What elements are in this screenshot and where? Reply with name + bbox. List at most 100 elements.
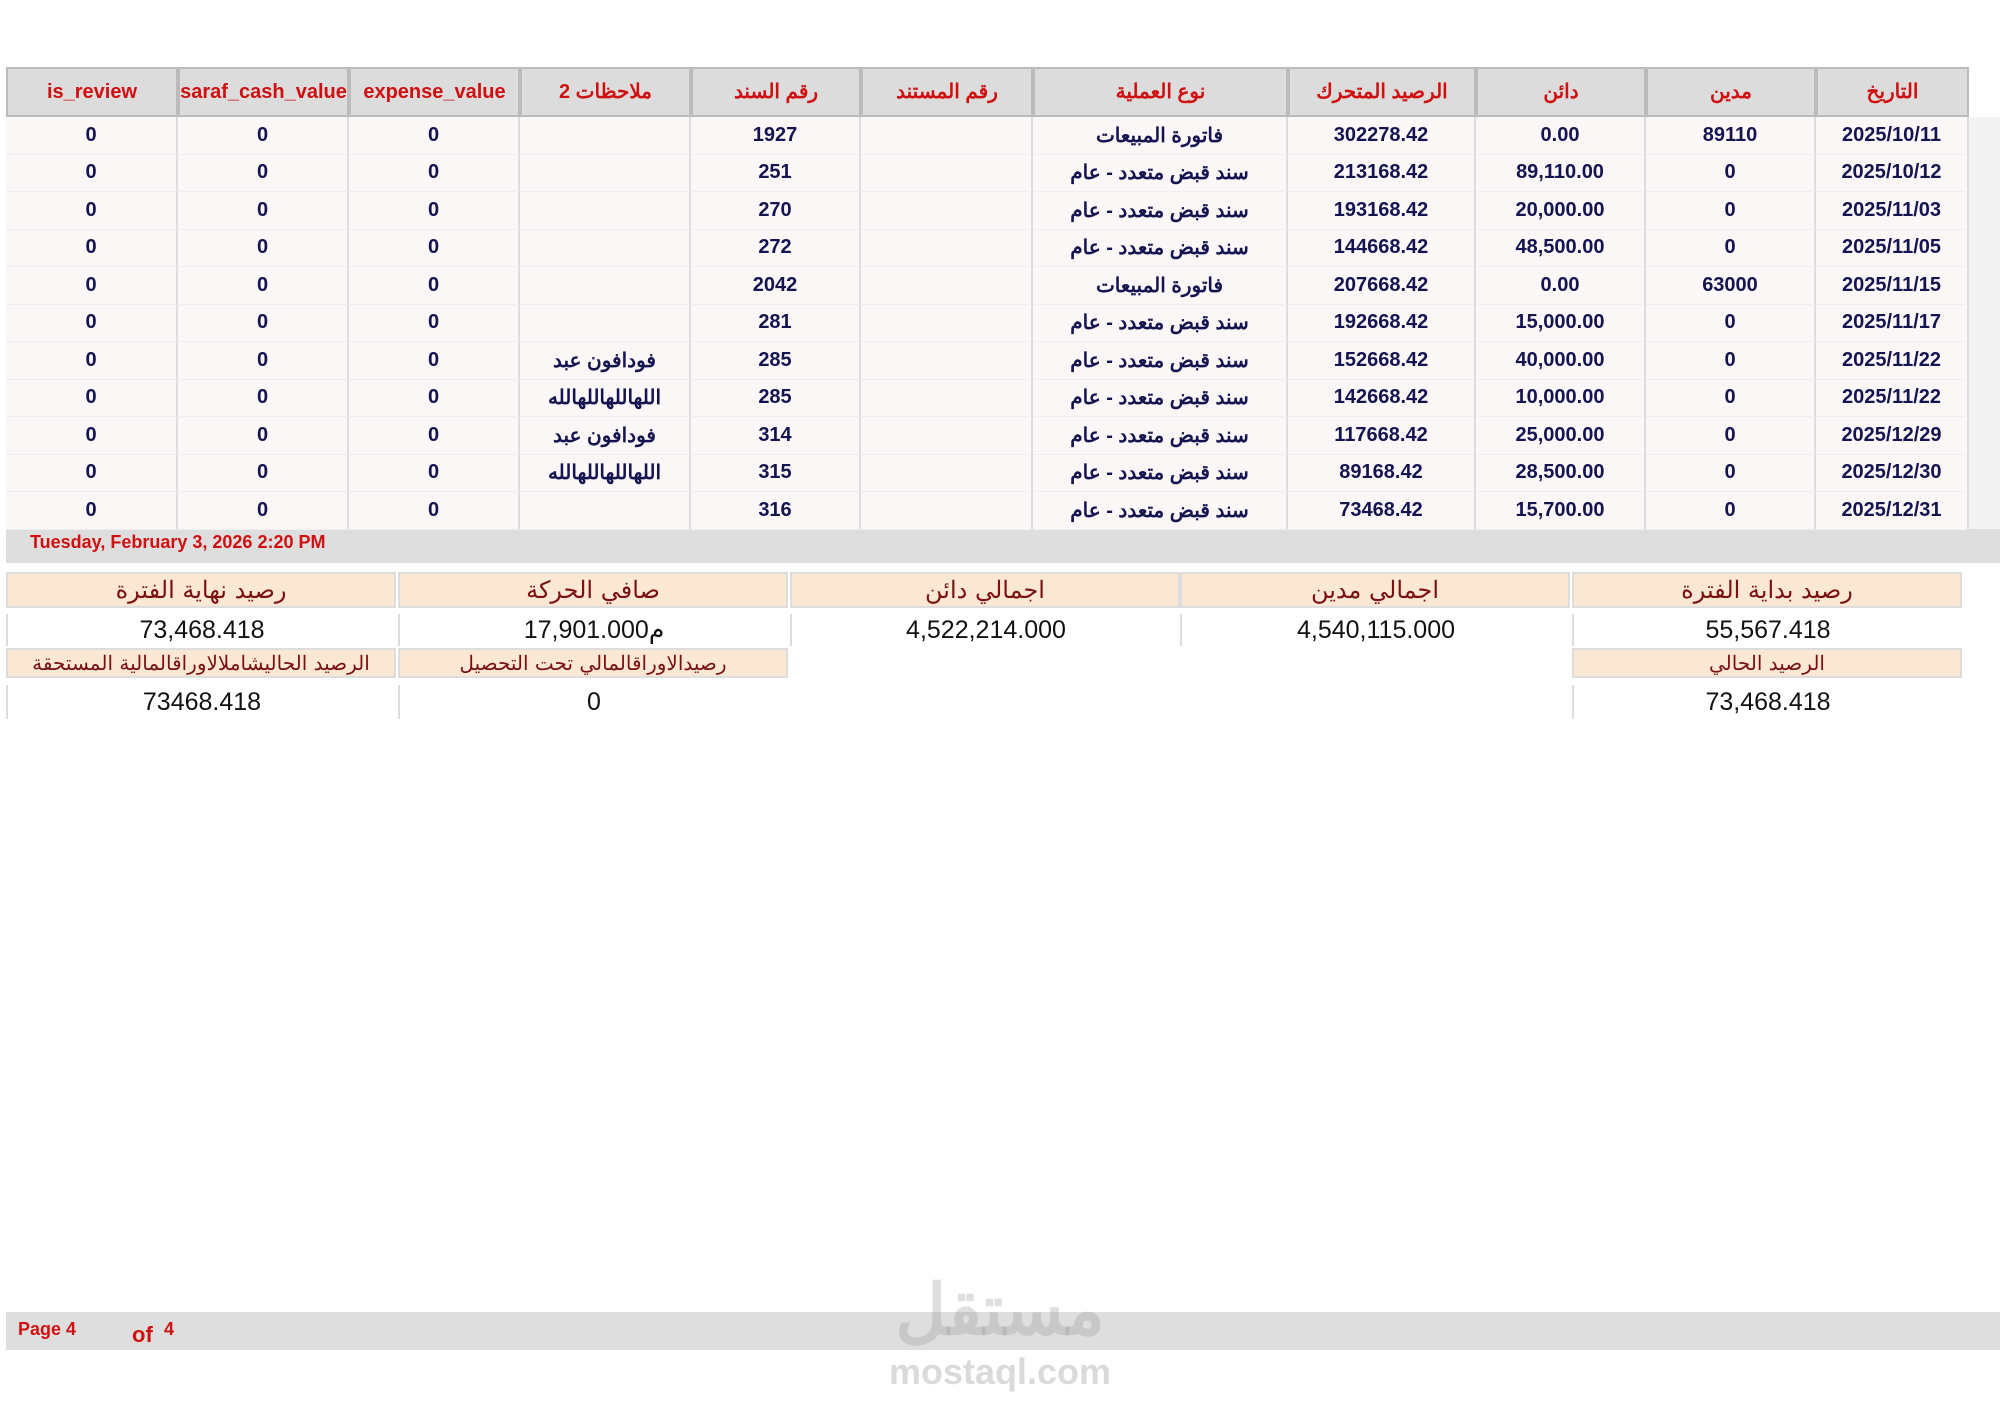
cell: 0 [349, 117, 520, 155]
cell: سند قبض متعدد - عام [1033, 229, 1288, 267]
watermark-site: mostaql.com [888, 1351, 1112, 1392]
column-header: رقم المستند [861, 67, 1033, 117]
cell: 281 [691, 304, 861, 342]
summary-value: 4,540,115.000 [1180, 614, 1570, 646]
cell: 0 [1646, 229, 1816, 267]
cell [861, 192, 1033, 230]
cell: 0 [178, 304, 349, 342]
cell: 2025/12/29 [1816, 417, 1969, 455]
cell: 302278.42 [1288, 117, 1476, 155]
cell: 251 [691, 154, 861, 192]
cell: 28,500.00 [1476, 454, 1646, 492]
column-header: مدين [1646, 67, 1816, 117]
cell: 0 [178, 267, 349, 305]
extra-value: 73468.418 [6, 685, 396, 719]
cell: 0 [6, 117, 178, 155]
cell [520, 229, 691, 267]
printed-at: Tuesday, February 3, 2026 2:20 PM [30, 531, 326, 552]
cell [861, 229, 1033, 267]
cell: 0 [1646, 492, 1816, 530]
cell: 89,110.00 [1476, 154, 1646, 192]
cell: 0 [349, 154, 520, 192]
cell [861, 154, 1033, 192]
cell: 0 [178, 154, 349, 192]
cell: 2025/12/31 [1816, 492, 1969, 530]
cell: 20,000.00 [1476, 192, 1646, 230]
cell: 2042 [691, 267, 861, 305]
cell: 25,000.00 [1476, 417, 1646, 455]
cell: 2025/10/12 [1816, 154, 1969, 192]
cell: 0 [178, 192, 349, 230]
cell: 15,000.00 [1476, 304, 1646, 342]
cell: 0 [349, 304, 520, 342]
cell: 48,500.00 [1476, 229, 1646, 267]
cell [520, 304, 691, 342]
cell: 2025/11/22 [1816, 342, 1969, 380]
cell: 0 [1646, 417, 1816, 455]
summary-label: اجمالي دائن [790, 572, 1180, 608]
summary-label: رصيد بداية الفترة [1572, 572, 1962, 608]
summary-value: 73,468.418 [6, 614, 396, 646]
cell: 0 [6, 304, 178, 342]
cell: 0 [6, 492, 178, 530]
column-header: ملاحظات 2 [520, 67, 691, 117]
summary-label: رصيد نهاية الفترة [6, 572, 396, 608]
cell [520, 492, 691, 530]
cell: 0 [178, 229, 349, 267]
cell: 117668.42 [1288, 417, 1476, 455]
cell: سند قبض متعدد - عام [1033, 192, 1288, 230]
extra-label: الرصيد الحاليشاملالاوراقالمالية المستحقة [6, 648, 396, 678]
cell: 63000 [1646, 267, 1816, 305]
column-header: نوع العملية [1033, 67, 1288, 117]
extra-label: الرصيد الحالي [1572, 648, 1962, 678]
cell: 0 [178, 379, 349, 417]
column-header: دائن [1476, 67, 1646, 117]
extra-value: 0 [398, 685, 788, 719]
cell: 142668.42 [1288, 379, 1476, 417]
cell: 0.00 [1476, 117, 1646, 155]
cell [861, 379, 1033, 417]
cell: 316 [691, 492, 861, 530]
cell: 2025/12/30 [1816, 454, 1969, 492]
cell: سند قبض متعدد - عام [1033, 304, 1288, 342]
cell: سند قبض متعدد - عام [1033, 454, 1288, 492]
cell: 0 [178, 492, 349, 530]
date-bar [6, 529, 2000, 563]
column-header: الرصيد المتحرك [1288, 67, 1476, 117]
cell: اللهاللهاللهالله [520, 454, 691, 492]
cell: 0 [349, 192, 520, 230]
cell: 0 [6, 267, 178, 305]
cell: 193168.42 [1288, 192, 1476, 230]
cell: سند قبض متعدد - عام [1033, 154, 1288, 192]
cell: 2025/11/03 [1816, 192, 1969, 230]
cell: 2025/11/17 [1816, 304, 1969, 342]
cell: 213168.42 [1288, 154, 1476, 192]
cell: سند قبض متعدد - عام [1033, 342, 1288, 380]
extra-value: 73,468.418 [1572, 685, 1962, 719]
cell [520, 192, 691, 230]
summary-value: 55,567.418 [1572, 614, 1962, 646]
cell: 152668.42 [1288, 342, 1476, 380]
summary-label: صافي الحركة [398, 572, 788, 608]
extra-label: رصيدالاوراقالمالي تحت التحصيل [398, 648, 788, 678]
cell: 89110 [1646, 117, 1816, 155]
cell: سند قبض متعدد - عام [1033, 417, 1288, 455]
cell: 0 [349, 267, 520, 305]
cell: 0 [1646, 154, 1816, 192]
cell: 315 [691, 454, 861, 492]
cell: 270 [691, 192, 861, 230]
cell: 2025/11/15 [1816, 267, 1969, 305]
cell: فاتورة المبيعات [1033, 117, 1288, 155]
column-header: التاريخ [1816, 67, 1969, 117]
page-total: 4 [164, 1318, 175, 1339]
cell: 0 [6, 454, 178, 492]
cell: 2025/11/05 [1816, 229, 1969, 267]
cell: 0 [349, 342, 520, 380]
cell: 2025/10/11 [1816, 117, 1969, 155]
cell: 0 [178, 117, 349, 155]
cell [861, 417, 1033, 455]
cell: 89168.42 [1288, 454, 1476, 492]
cell: 0 [349, 229, 520, 267]
cell: 0 [178, 417, 349, 455]
